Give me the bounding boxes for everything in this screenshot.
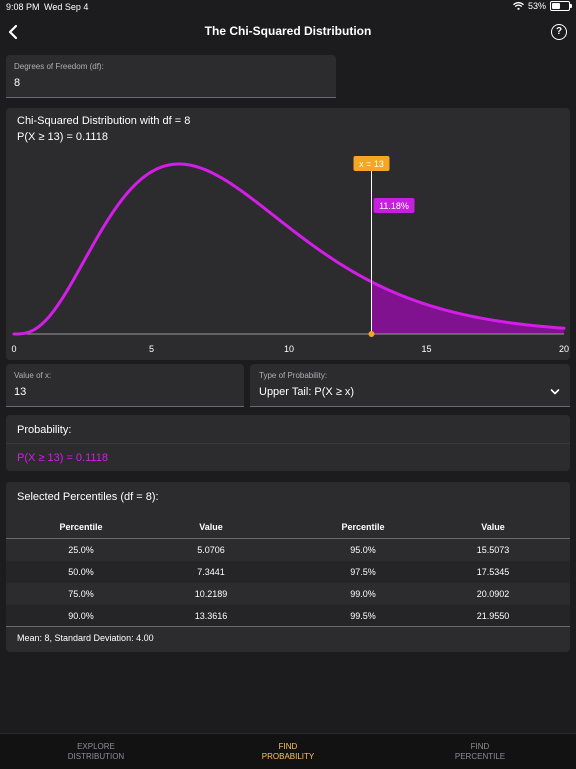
percentiles-card: Selected Percentiles (df = 8): Percentil… (6, 482, 570, 652)
status-right: 53% (513, 1, 572, 11)
tab-label: FIND (278, 742, 298, 751)
table-header: Percentile (341, 522, 385, 532)
probability-value: P(X ≥ 13) = 0.1118 (17, 452, 108, 464)
probability-type-select[interactable]: Type of Probability: Upper Tail: P(X ≥ x… (250, 364, 570, 407)
divider (6, 626, 570, 627)
chart-title: Chi-Squared Distribution with df = 8 (17, 115, 191, 127)
mean-sd-summary: Mean: 8, Standard Deviation: 4.00 (17, 633, 154, 643)
probability-type-label: Type of Probability: (259, 371, 328, 380)
distribution-chart[interactable]: 0 5 10 15 20 x = 13 11.18% (6, 108, 570, 360)
table-cell: 99.0% (350, 589, 376, 599)
tail-area (371, 281, 564, 334)
table-row: 25.0% 5.0706 95.0% 15.5073 (6, 539, 570, 561)
x-value-input[interactable]: Value of x: 13 (6, 364, 244, 407)
x-tick-label: 20 (559, 344, 569, 354)
table-cell: 10.2189 (194, 589, 228, 599)
tab-explore-distribution[interactable]: EXPLORE DISTRIBUTION (0, 742, 192, 762)
table-cell: 90.0% (68, 611, 94, 621)
probability-type-underline (250, 406, 570, 407)
tab-find-percentile[interactable]: FIND PERCENTILE (384, 742, 576, 762)
chart-card: Chi-Squared Distribution with df = 8 P(X… (6, 108, 570, 360)
tab-label: PROBABILITY (261, 752, 315, 761)
table-cell: 50.0% (68, 567, 94, 577)
page-title: The Chi-Squared Distribution (204, 24, 372, 38)
table-header: Percentile (59, 522, 103, 532)
df-value: 8 (14, 77, 21, 89)
x-tick-label: 0 (11, 344, 16, 354)
table-row: 90.0% 13.3616 99.5% 21.9550 (6, 605, 570, 627)
table-cell: 7.3441 (197, 567, 225, 577)
table-cell: 99.5% (350, 611, 376, 621)
help-icon[interactable]: ? (551, 24, 567, 40)
x-value-text: 13 (14, 386, 27, 398)
table-header-row: Percentile Value Percentile Value (6, 514, 570, 539)
table-cell: 25.0% (68, 545, 94, 555)
table-cell: 95.0% (350, 545, 376, 555)
df-input[interactable]: Degrees of Freedom (df): 8 (6, 55, 336, 98)
back-chevron-icon[interactable] (6, 23, 22, 41)
status-time: 9:08 PM (6, 2, 40, 12)
table-cell: 20.0902 (476, 589, 510, 599)
percent-badge (373, 198, 415, 213)
tab-label: EXPLORE (77, 742, 115, 751)
battery-icon (550, 1, 572, 11)
table-cell: 5.0706 (197, 545, 225, 555)
table-header: Value (481, 522, 505, 532)
x-marker-dot (368, 331, 375, 337)
probability-type-value: Upper Tail: P(X ≥ x) (259, 386, 355, 398)
nav-bar: The Chi-Squared Distribution ? (0, 14, 576, 48)
probability-card: Probability: P(X ≥ 13) = 0.1118 (6, 415, 570, 471)
tab-label: DISTRIBUTION (67, 752, 125, 761)
percentiles-table: Percentile Value Percentile Value 25.0% … (6, 514, 570, 627)
battery-percent: 53% (527, 1, 546, 11)
table-cell: 15.5073 (476, 545, 510, 555)
tab-label: FIND (470, 742, 490, 751)
wifi-icon (513, 2, 524, 10)
percentiles-title: Selected Percentiles (df = 8): (17, 491, 159, 503)
status-date: Wed Sep 4 (44, 2, 89, 12)
df-label: Degrees of Freedom (df): (14, 62, 104, 71)
x-tick-label: 10 (284, 344, 294, 354)
chart-subtitle: P(X ≥ 13) = 0.1118 (17, 131, 108, 143)
tab-find-probability[interactable]: FIND PROBABILITY (192, 742, 384, 762)
table-cell: 97.5% (350, 567, 376, 577)
df-underline (6, 97, 336, 98)
divider (6, 443, 570, 444)
table-cell: 75.0% (68, 589, 94, 599)
density-curve (12, 162, 566, 336)
tab-bar: EXPLORE DISTRIBUTION FIND PROBABILITY FI… (0, 733, 576, 769)
x-tick-label: 15 (421, 344, 431, 354)
x-tick-label: 5 (149, 344, 154, 354)
percent-label: 11.18% (379, 201, 409, 211)
chevron-down-icon (550, 389, 560, 395)
status-bar: 9:08 PM Wed Sep 4 53% (0, 0, 576, 14)
table-row: 50.0% 7.3441 97.5% 17.5345 (6, 561, 570, 583)
x-value-underline (6, 406, 244, 407)
table-cell: 21.9550 (476, 611, 510, 621)
x-marker-badge (353, 156, 390, 171)
tab-label: PERCENTILE (454, 752, 506, 761)
probability-title: Probability: (17, 424, 72, 436)
table-cell: 17.5345 (476, 567, 510, 577)
x-value-label: Value of x: (14, 371, 52, 380)
table-cell: 13.3616 (194, 611, 228, 621)
x-marker-label: x = 13 (359, 159, 384, 169)
table-header: Value (199, 522, 223, 532)
table-row: 75.0% 10.2189 99.0% 20.0902 (6, 583, 570, 605)
